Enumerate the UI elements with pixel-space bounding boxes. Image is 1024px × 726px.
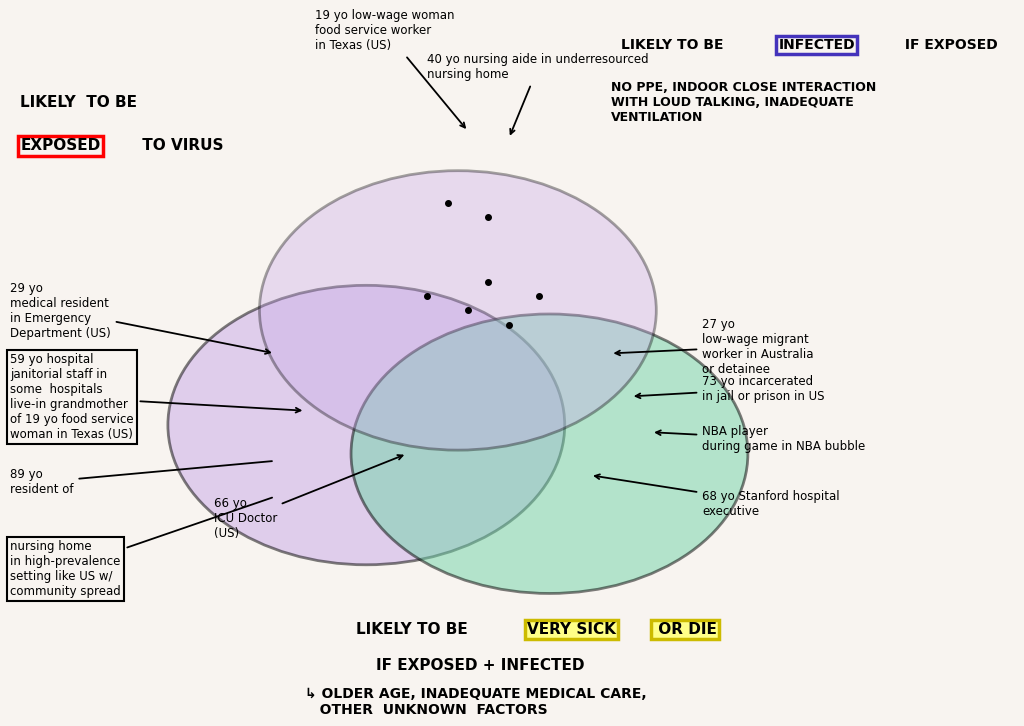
Text: LIKELY  TO BE: LIKELY TO BE (20, 95, 137, 110)
Text: INFECTED: INFECTED (778, 38, 855, 52)
Text: 66 yo
ICU Doctor
(US): 66 yo ICU Doctor (US) (214, 455, 402, 539)
Text: ↳ OLDER AGE, INADEQUATE MEDICAL CARE,
   OTHER  UNKNOWN  FACTORS: ↳ OLDER AGE, INADEQUATE MEDICAL CARE, OT… (305, 687, 647, 717)
Text: 40 yo nursing aide in underresourced
nursing home: 40 yo nursing aide in underresourced nur… (427, 53, 649, 134)
Text: NBA player
during game in NBA bubble: NBA player during game in NBA bubble (656, 425, 865, 453)
Circle shape (259, 171, 656, 450)
Text: EXPOSED: EXPOSED (20, 139, 100, 153)
Text: 68 yo Stanford hospital
executive: 68 yo Stanford hospital executive (595, 474, 840, 518)
Text: TO VIRUS: TO VIRUS (137, 139, 224, 153)
Circle shape (351, 314, 748, 593)
Text: 29 yo
medical resident
in Emergency
Department (US): 29 yo medical resident in Emergency Depa… (10, 282, 270, 354)
Text: OR DIE: OR DIE (653, 622, 717, 637)
Text: NO PPE, INDOOR CLOSE INTERACTION
WITH LOUD TALKING, INADEQUATE
VENTILATION: NO PPE, INDOOR CLOSE INTERACTION WITH LO… (610, 81, 876, 124)
Text: 19 yo low-wage woman
food service worker
in Texas (US): 19 yo low-wage woman food service worker… (315, 9, 465, 128)
Text: nursing home
in high-prevalence
setting like US w/
community spread: nursing home in high-prevalence setting … (10, 497, 272, 597)
Text: 89 yo
resident of: 89 yo resident of (10, 461, 272, 496)
Circle shape (168, 285, 564, 565)
Text: LIKELY TO BE: LIKELY TO BE (621, 38, 728, 52)
Text: 59 yo hospital
janitorial staff in
some  hospitals
live-in grandmother
of 19 yo : 59 yo hospital janitorial staff in some … (10, 354, 300, 441)
Text: 73 yo incarcerated
in jail or prison in US: 73 yo incarcerated in jail or prison in … (636, 375, 824, 403)
Text: VERY SICK: VERY SICK (527, 622, 616, 637)
Text: LIKELY TO BE: LIKELY TO BE (356, 622, 473, 637)
Text: IF EXPOSED: IF EXPOSED (900, 38, 998, 52)
Text: 27 yo
low-wage migrant
worker in Australia
or detainee: 27 yo low-wage migrant worker in Austral… (615, 317, 814, 375)
Text: IF EXPOSED + INFECTED: IF EXPOSED + INFECTED (377, 658, 585, 673)
